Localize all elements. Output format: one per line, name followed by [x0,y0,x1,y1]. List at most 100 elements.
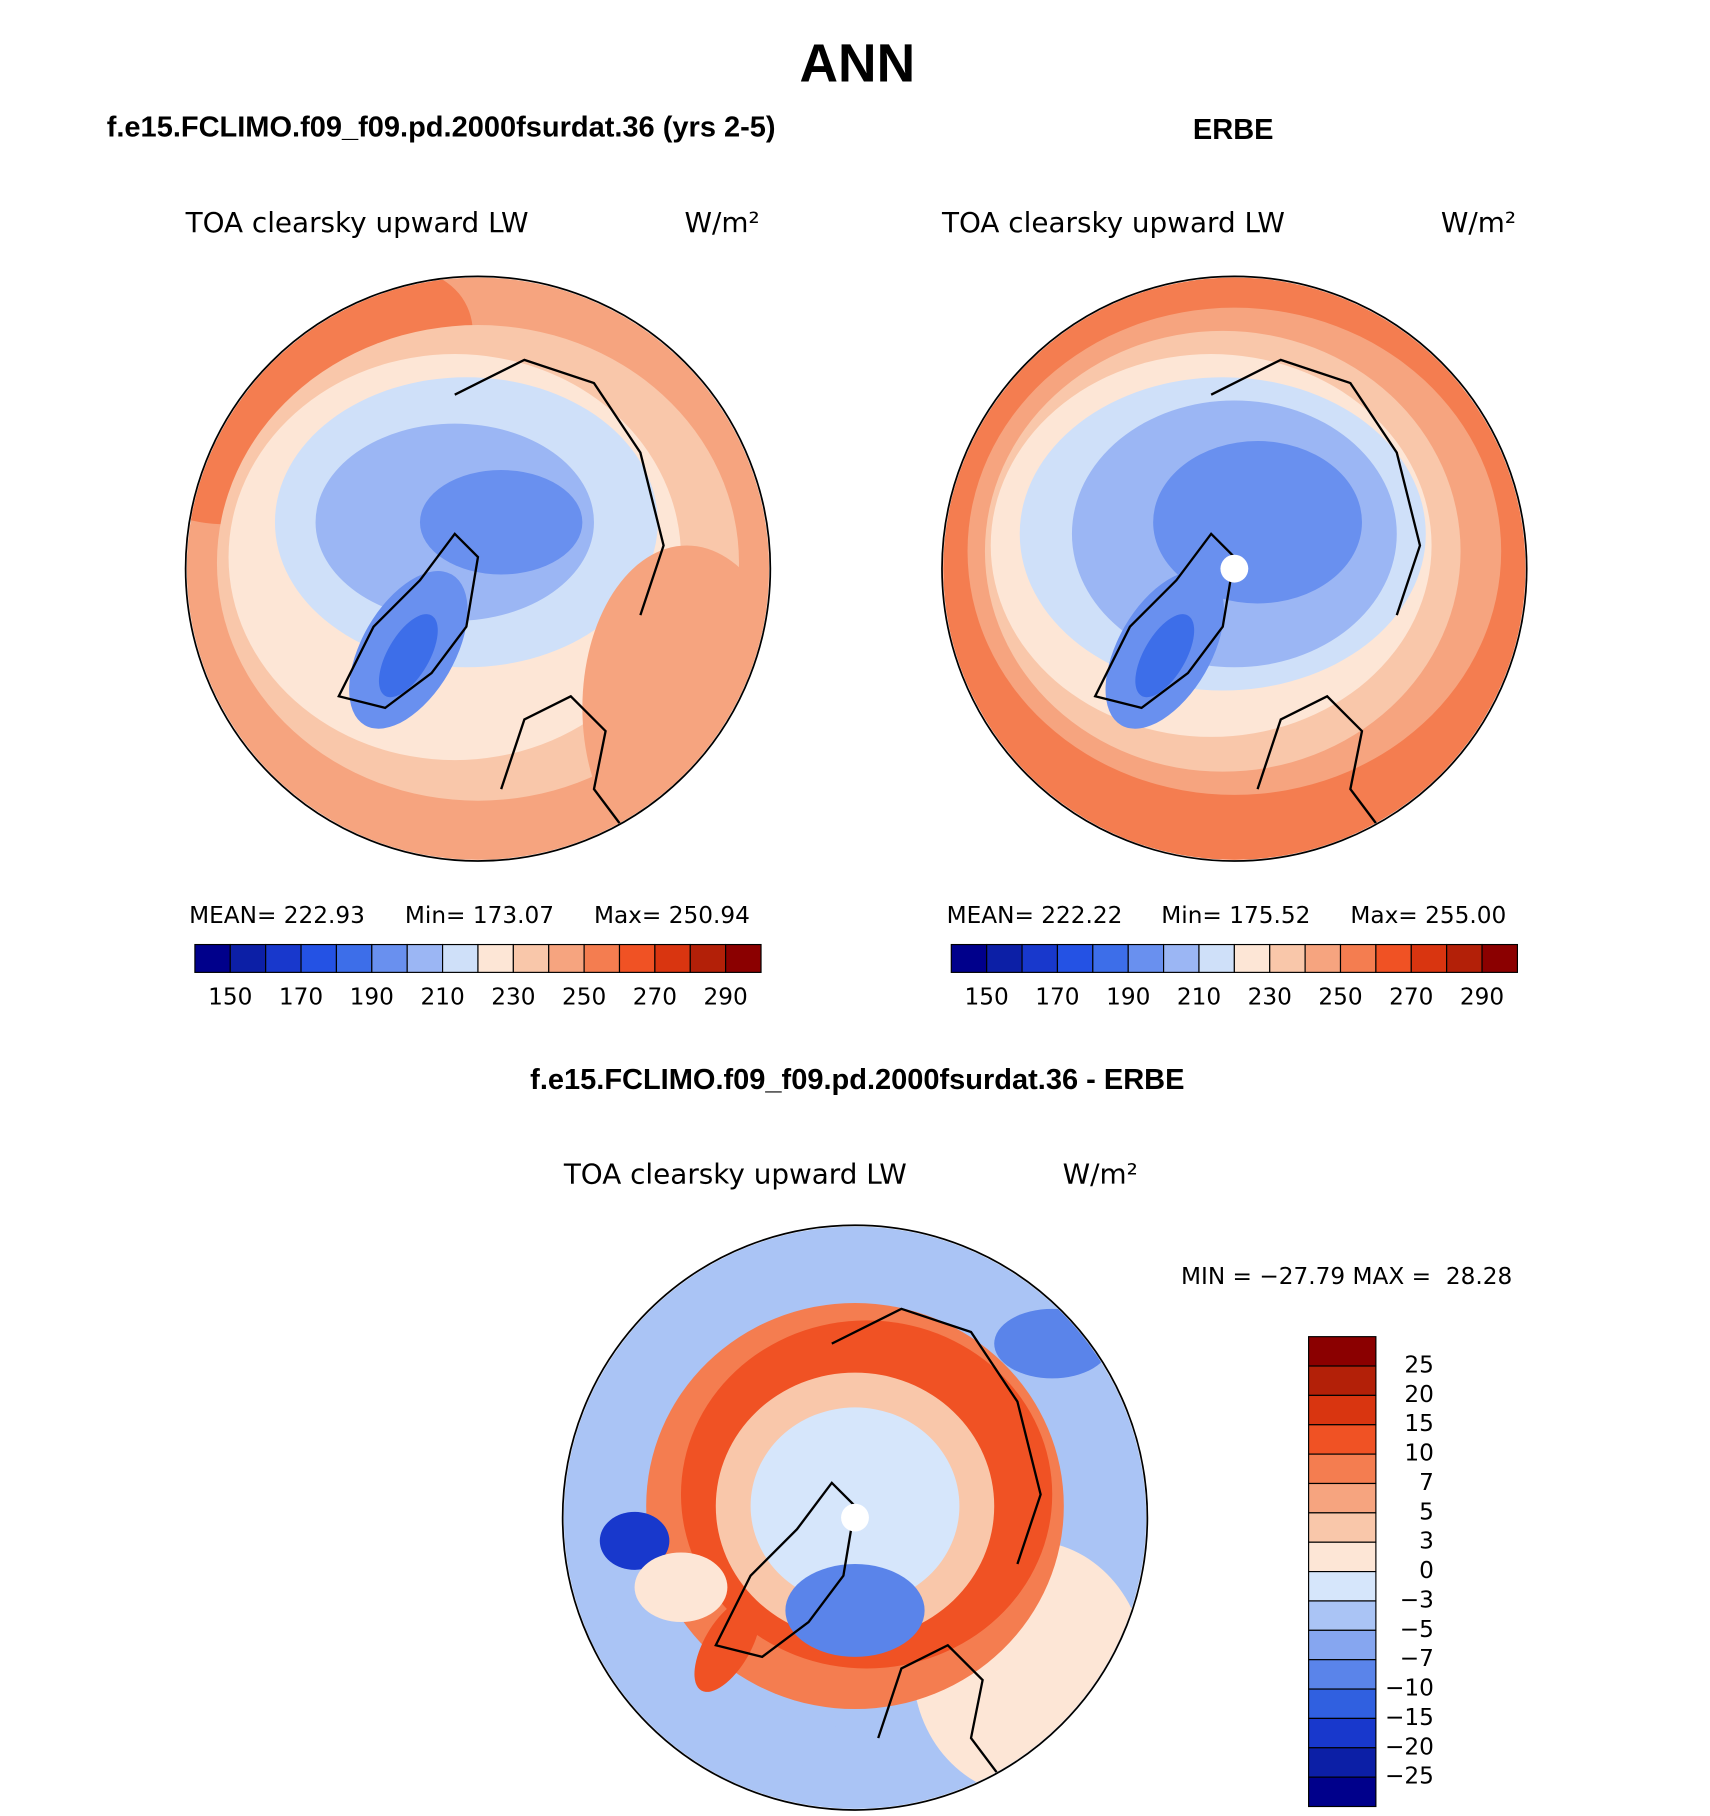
colorbar-box [1308,1747,1377,1778]
colorbar-box [1308,1482,1377,1514]
stat-label: Min= 175.52 [1161,902,1310,929]
colorbar-label: 15 [1404,1410,1434,1437]
contour-region [634,1552,728,1623]
colorbar-label: −3 [1400,1586,1434,1613]
stat-label: Min= 173.07 [405,902,554,929]
colorbar-box [1308,1659,1377,1690]
colorbar-label: 270 [633,983,677,1010]
pole-hole [841,1503,869,1532]
colorbar-label: 250 [1318,983,1362,1010]
colorbar-box [1308,1424,1377,1455]
colorbar-label: 210 [420,983,464,1010]
polar-map [563,1226,1147,1809]
colorbar-box [1269,943,1306,973]
colorbar-box [1308,1600,1377,1631]
difference-case: f.e15.FCLIMO.f09_f09.pd.2000fsurdat.36 -… [530,1064,1184,1096]
colorbar-box [1021,943,1059,973]
colorbar-label: 210 [1177,983,1221,1010]
colorbar-box [265,943,302,973]
colorbar-label: 190 [1106,983,1150,1010]
colorbar-box [986,943,1023,973]
colorbar-label: 290 [704,983,748,1010]
maps [184,275,1528,1811]
coastline [337,532,480,710]
stat-label: MIN = −27.79 MAX = 28.28 [1181,1263,1512,1290]
colorbar-label: −15 [1385,1704,1434,1731]
contour-region [582,545,770,860]
variable-label: TOA clearsky upward LW [185,206,529,239]
contour-region [785,1564,925,1657]
colorbar-label: 290 [1460,983,1504,1010]
coastline [500,694,630,837]
variable-label: TOA clearsky upward LW [563,1157,907,1190]
colorbar-box [512,943,550,973]
colorbar-box [229,943,267,973]
colorbar-box [300,943,338,973]
colorbar-box [335,943,373,973]
colorbar-box [1308,1571,1377,1602]
contour-region [419,470,583,575]
colorbar-label: −10 [1385,1675,1434,1702]
colorbar-label: 170 [1035,983,1079,1010]
stat-label: Max= 255.00 [1350,902,1506,929]
colorbar-label: 10 [1404,1440,1434,1467]
contour-region [1135,614,1195,698]
colorbar-label: 5 [1419,1498,1434,1525]
stat-label: Max= 250.94 [594,902,750,929]
colorbar-box [406,943,444,973]
colorbar-box [1308,1394,1377,1426]
colorbar-box [1481,943,1519,973]
colorbar-label: 230 [1248,983,1292,1010]
colorbar-box [618,943,656,973]
colorbar-label: 250 [562,983,606,1010]
colorbar-label: 150 [208,983,252,1010]
colorbar-box [1092,943,1129,973]
contour-region [994,1308,1111,1379]
colorbar-box [1308,1629,1377,1661]
colorbar-label: 190 [350,983,394,1010]
colorbar-label: 7 [1419,1469,1434,1496]
variable-label: TOA clearsky upward LW [941,206,1285,239]
colorbar-box [654,943,691,973]
colorbar-box [1308,1776,1377,1808]
contour-region [1153,441,1362,604]
colorbar-label: 170 [279,983,323,1010]
coastline [831,1307,1042,1565]
colorbar-box [1308,1453,1377,1485]
colorbar-box [583,943,621,973]
contour-region [599,1511,670,1570]
stat-label: MEAN= 222.93 [189,902,365,929]
colorbar-box [1233,943,1271,973]
units-label: W/m² [1441,206,1516,239]
colorbar-box [1198,943,1235,973]
colorbar-box [442,943,479,973]
colorbar-box [1308,1365,1377,1396]
colorbar-box [1308,1336,1377,1367]
colorbar-label: 25 [1404,1352,1434,1379]
colorbar-box [1446,943,1483,973]
colorbar-label: −7 [1400,1645,1434,1672]
polar-map [943,277,1526,860]
panel-case: f.e15.FCLIMO.f09_f09.pd.2000fsurdat.36 (… [107,112,776,144]
colorbar-box [1304,943,1342,973]
colorbar-box [1410,943,1448,973]
colorbar-box [477,943,514,973]
colorbar-box [1308,1688,1377,1719]
units-label: W/m² [684,206,759,239]
colorbars: 150 170 190 210 230 250 270 290 150 170 190 210 230 2… [194,943,1519,1808]
colorbar-label: −5 [1400,1616,1434,1643]
colorbar-box [194,943,231,973]
colorbar-box [950,943,988,973]
colorbar-label: 20 [1404,1381,1434,1408]
map-border [184,275,772,862]
coastline [1210,358,1422,616]
colorbar-label: 150 [965,983,1009,1010]
stat-label: MEAN= 222.22 [947,902,1123,929]
colorbar-box [1056,943,1094,973]
contour-region [378,614,438,698]
colorbar-label: 0 [1419,1557,1434,1584]
colorbar-label: 270 [1389,983,1433,1010]
colorbar-label: −25 [1385,1763,1434,1790]
